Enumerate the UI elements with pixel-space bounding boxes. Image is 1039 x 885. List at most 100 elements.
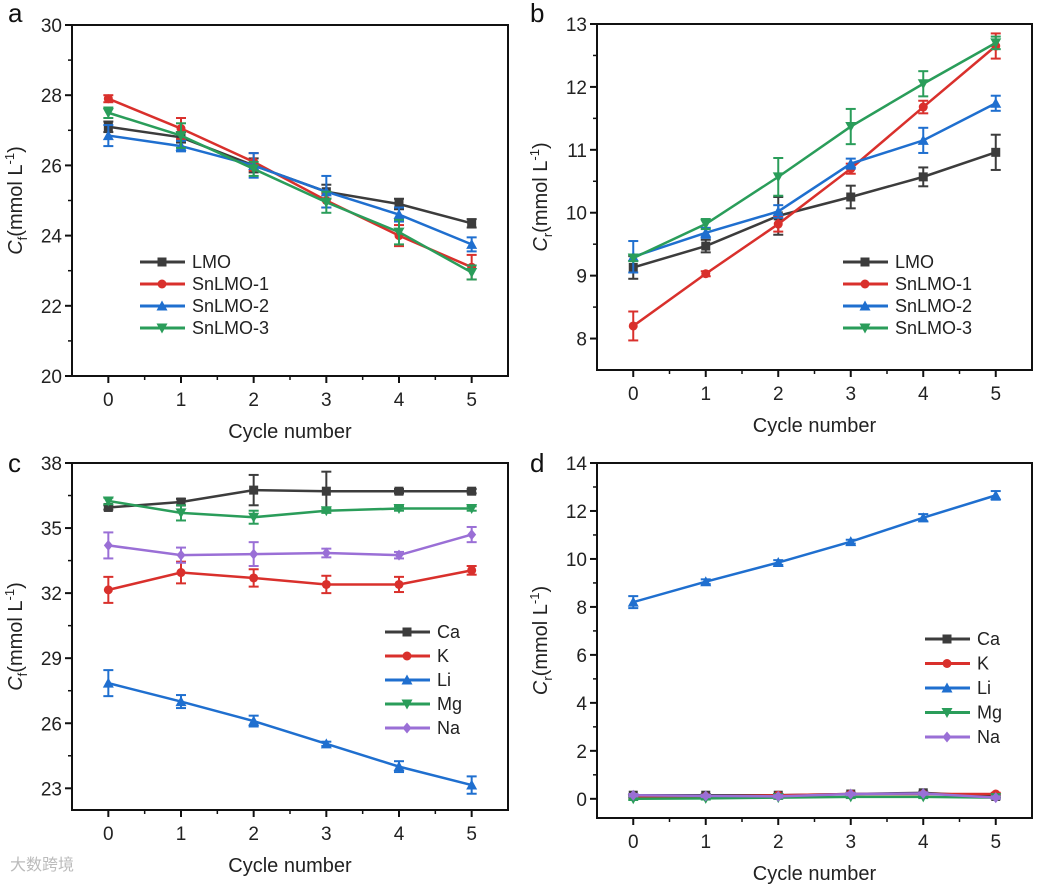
series-snlmo-3 bbox=[102, 106, 478, 281]
legend-item: Mg bbox=[925, 703, 1002, 723]
legend-item: K bbox=[385, 646, 449, 666]
x-tick-label: 3 bbox=[321, 824, 332, 845]
x-tick-label: 3 bbox=[321, 390, 332, 411]
data-point bbox=[248, 164, 260, 175]
data-point bbox=[394, 549, 404, 561]
y-tick-label: 6 bbox=[576, 646, 587, 667]
x-tick-label: 3 bbox=[845, 832, 856, 853]
x-tick-label: 4 bbox=[394, 390, 405, 411]
y-tick-label: 29 bbox=[41, 649, 62, 670]
data-point bbox=[321, 547, 331, 559]
legend-label: SnLMO-1 bbox=[192, 274, 269, 294]
data-point bbox=[845, 158, 857, 169]
x-axis-label: Cycle number bbox=[228, 421, 352, 443]
legend-item: LMO bbox=[843, 252, 934, 272]
data-point bbox=[627, 253, 639, 264]
legend-label: SnLMO-3 bbox=[192, 318, 269, 338]
data-point bbox=[175, 696, 187, 707]
legend-marker bbox=[402, 722, 412, 734]
data-point bbox=[102, 496, 114, 507]
data-point bbox=[773, 219, 783, 229]
y-tick-label: 12 bbox=[566, 502, 587, 523]
x-tick-label: 1 bbox=[176, 390, 187, 411]
y-tick-label: 14 bbox=[566, 454, 588, 475]
legend-marker bbox=[859, 323, 871, 334]
series-line bbox=[107, 111, 473, 274]
series-line bbox=[108, 681, 472, 787]
data-point bbox=[393, 209, 405, 220]
y-label-sub: r bbox=[540, 676, 555, 681]
data-point bbox=[176, 497, 186, 507]
legend-item: LMO bbox=[140, 252, 231, 272]
series-line bbox=[633, 792, 996, 799]
y-label-sup: -1 bbox=[2, 153, 17, 165]
y-tick-label: 30 bbox=[41, 16, 62, 37]
x-tick-label: 2 bbox=[248, 390, 259, 411]
data-point bbox=[772, 557, 784, 568]
data-point bbox=[394, 579, 404, 589]
data-point bbox=[175, 508, 187, 519]
legend-label: K bbox=[437, 646, 449, 666]
legend-label: Mg bbox=[977, 703, 1002, 723]
panel-label: b bbox=[530, 0, 544, 28]
legend-marker bbox=[157, 279, 167, 289]
series-snlmo-3 bbox=[627, 35, 1002, 264]
y-tick-label: 4 bbox=[576, 694, 587, 715]
y-label-main: C bbox=[5, 676, 27, 691]
data-point bbox=[394, 486, 404, 496]
y-label-sub: r bbox=[540, 232, 555, 237]
legend-item: Mg bbox=[385, 694, 462, 714]
data-point bbox=[467, 529, 477, 541]
series-line bbox=[108, 499, 472, 519]
data-point bbox=[249, 573, 259, 583]
legend-item: Na bbox=[925, 727, 1001, 747]
y-label-close: ) bbox=[530, 142, 552, 149]
series-line bbox=[633, 795, 996, 801]
x-tick-label: 5 bbox=[990, 384, 1001, 405]
series-mg bbox=[102, 496, 478, 525]
legend-item: Ca bbox=[385, 622, 461, 642]
y-tick-label: 10 bbox=[566, 204, 587, 225]
series-line bbox=[107, 97, 473, 269]
series-line bbox=[632, 45, 997, 327]
y-tick-label: 0 bbox=[576, 790, 587, 811]
data-point bbox=[700, 219, 712, 230]
x-tick-label: 1 bbox=[176, 824, 187, 845]
data-point bbox=[467, 565, 477, 575]
y-label-sub: f bbox=[15, 672, 30, 676]
data-point bbox=[103, 539, 113, 551]
series-na bbox=[103, 525, 477, 568]
data-point bbox=[249, 548, 259, 560]
data-point bbox=[249, 485, 259, 495]
data-point bbox=[917, 134, 929, 145]
legend-label: Ca bbox=[977, 629, 1001, 649]
series-line bbox=[108, 488, 472, 509]
data-point bbox=[773, 790, 783, 802]
data-point bbox=[466, 504, 478, 515]
y-label-close: ) bbox=[530, 586, 552, 593]
x-tick-label: 5 bbox=[466, 824, 477, 845]
x-axis-label: Cycle number bbox=[753, 863, 877, 885]
x-tick-label: 2 bbox=[773, 832, 784, 853]
y-tick-label: 35 bbox=[41, 519, 62, 540]
y-tick-label: 9 bbox=[576, 267, 587, 288]
legend-marker bbox=[156, 323, 168, 334]
data-point bbox=[628, 321, 638, 331]
y-tick-label: 26 bbox=[41, 156, 62, 177]
y-axis-label: Cf(mmol L-1) bbox=[2, 582, 30, 691]
y-label-unit: (mmol L bbox=[530, 604, 552, 676]
legend-item: SnLMO-2 bbox=[140, 296, 269, 316]
y-tick-label: 28 bbox=[41, 86, 62, 107]
y-label-sup: -1 bbox=[527, 593, 542, 605]
y-label-main: C bbox=[530, 680, 552, 695]
y-label-main: C bbox=[530, 237, 552, 252]
data-point bbox=[918, 102, 928, 112]
data-point bbox=[102, 677, 114, 688]
series-li bbox=[627, 489, 1002, 610]
legend-marker bbox=[941, 708, 953, 718]
x-axis-label: Cycle number bbox=[753, 415, 877, 437]
data-point bbox=[320, 506, 332, 517]
